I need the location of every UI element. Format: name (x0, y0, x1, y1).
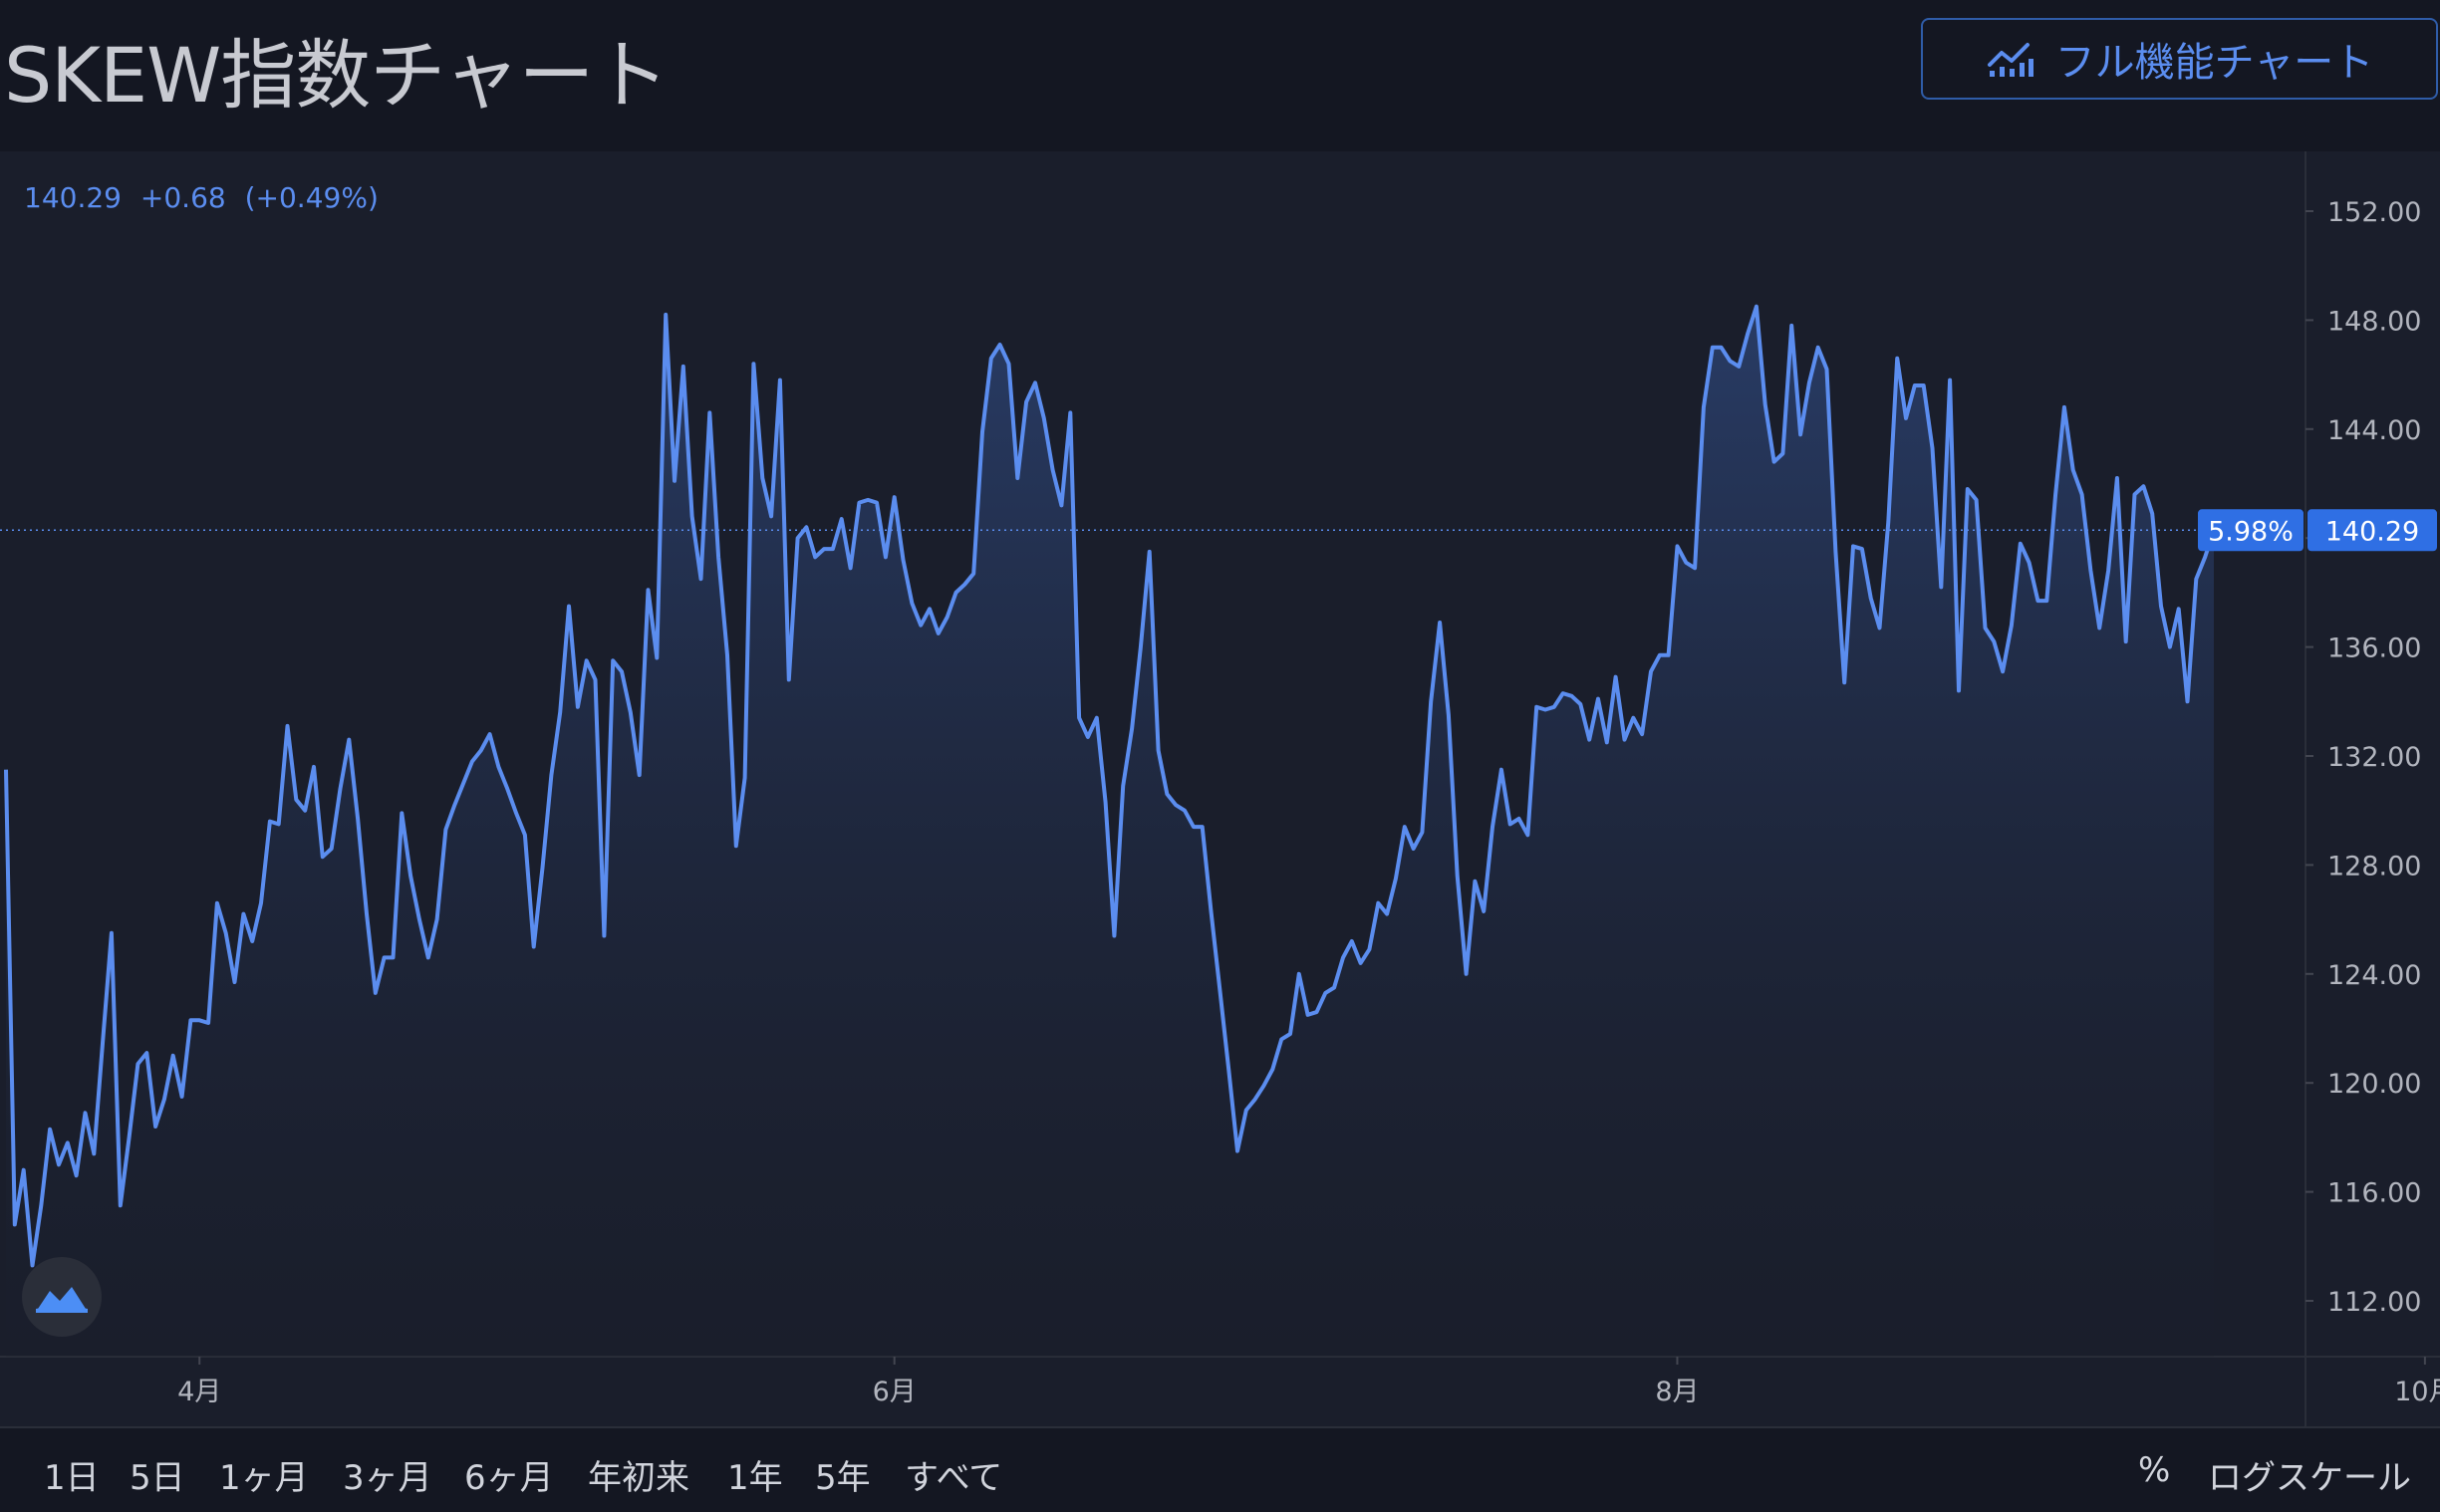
price-tick-label: 132.00 (2327, 742, 2421, 773)
last-pct-badge: 5.98% (2208, 516, 2294, 547)
last-price-badge: 140.29 (2325, 516, 2419, 547)
range-button[interactable]: 5日 (130, 1458, 185, 1498)
time-tick-label: 6月 (873, 1377, 917, 1407)
range-button[interactable]: すべて (905, 1458, 1003, 1498)
time-tick-label: 8月 (1655, 1377, 1699, 1407)
range-button[interactable]: 1ヶ月 (219, 1458, 309, 1498)
price-tick-label: 152.00 (2327, 197, 2421, 228)
legend-change: +0.68 (139, 181, 226, 214)
series-line (4, 304, 2216, 1268)
full-chart-button[interactable]: フル機能チャート (1921, 18, 2438, 100)
last-pct-badge-bg (2198, 509, 2304, 552)
range-button[interactable]: 1年 (727, 1458, 783, 1498)
cloud-logo-icon (36, 1287, 88, 1313)
series-area-fill (6, 306, 2214, 1358)
legend-change-pct: (+0.49%) (244, 181, 379, 214)
range-button[interactable]: 6ヶ月 (464, 1458, 554, 1498)
page-title: SKEW指数チャート (4, 31, 669, 120)
tradingview-logo[interactable] (22, 1257, 102, 1337)
time-tick-label: 10月 (2394, 1377, 2440, 1407)
chart-line-icon (1987, 43, 2033, 77)
legend-last: 140.29 (24, 181, 122, 214)
price-tick-label: 112.00 (2327, 1287, 2421, 1318)
price-axis[interactable]: 112.00 116.00 120.00 124.00 128.00 132.00 136.… (2305, 197, 2421, 1318)
price-tick-label: 116.00 (2327, 1178, 2421, 1209)
time-axis[interactable]: 4月6月8月10月920213月 (177, 1357, 2440, 1407)
price-tick-label: 136.00 (2327, 633, 2421, 664)
price-chart[interactable]: 112.00 116.00 120.00 124.00 128.00 132.00 136.… (0, 0, 2440, 1426)
range-button[interactable]: 3ヶ月 (343, 1458, 432, 1498)
log-scale-button[interactable]: ログスケール (2208, 1458, 2411, 1498)
price-tick-label: 120.00 (2327, 1069, 2421, 1100)
price-tick-label: 148.00 (2327, 306, 2421, 337)
last-price-badge-bg (2307, 509, 2437, 552)
price-tick-label: 128.00 (2327, 851, 2421, 882)
price-tick-label: 144.00 (2327, 415, 2421, 446)
legend: 140.29 +0.68 (+0.49%) (24, 181, 389, 214)
range-button[interactable]: 5年 (815, 1458, 871, 1498)
percent-scale-button[interactable]: % (2138, 1450, 2171, 1490)
price-tick-label: 124.00 (2327, 960, 2421, 991)
bottom-toolbar: 1日 5日 1ヶ月 3ヶ月 6ヶ月 年初来 1年 5年 すべて % ログスケール (0, 1426, 2440, 1512)
full-chart-label: フル機能チャート (2054, 40, 2374, 86)
time-tick-label: 4月 (177, 1377, 221, 1407)
range-button[interactable]: 1日 (44, 1458, 100, 1498)
range-button[interactable]: 年初来 (588, 1458, 689, 1498)
